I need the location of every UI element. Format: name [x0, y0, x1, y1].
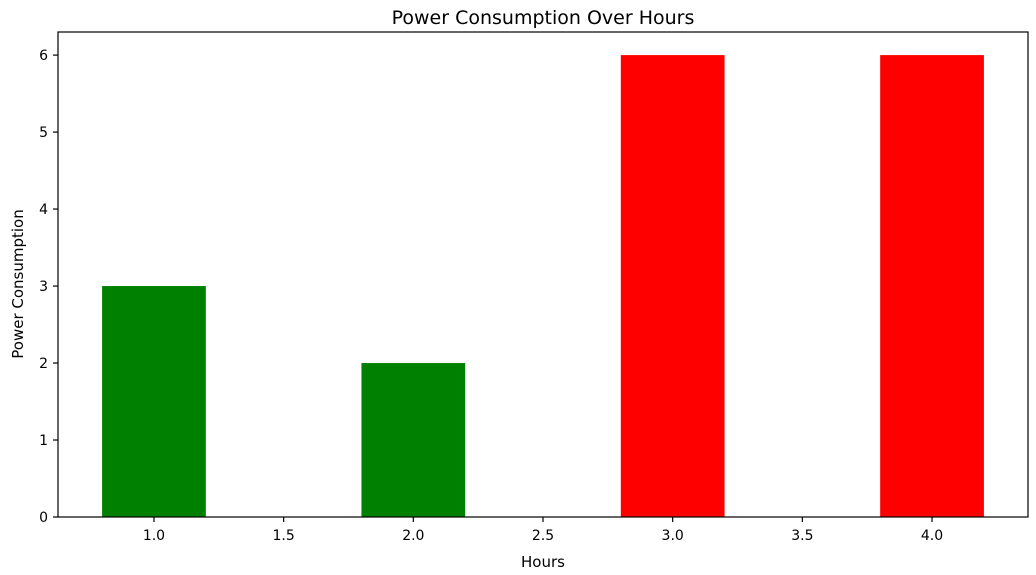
bars-group — [102, 55, 984, 517]
y-tick-label: 2 — [39, 356, 48, 372]
x-tick-label: 2.5 — [532, 528, 554, 544]
bar-hour-2 — [361, 363, 466, 517]
y-tick-label: 3 — [39, 279, 48, 295]
y-tick-label: 4 — [39, 202, 48, 218]
chart-title: Power Consumption Over Hours — [392, 7, 695, 29]
bar-hour-1 — [102, 286, 206, 517]
x-tick-label: 3.0 — [662, 528, 684, 544]
x-axis-label: Hours — [521, 553, 565, 571]
y-axis-label: Power Consumption — [9, 209, 27, 358]
x-axis-ticks: 1.0 1.5 2.0 2.5 3.0 3.5 4.0 — [143, 517, 943, 544]
x-tick-label: 1.5 — [273, 528, 295, 544]
y-tick-label: 5 — [39, 125, 48, 141]
y-tick-label: 0 — [39, 510, 48, 526]
x-tick-label: 1.0 — [143, 528, 165, 544]
x-tick-label: 4.0 — [921, 528, 943, 544]
y-tick-label: 1 — [39, 433, 48, 449]
y-tick-label: 6 — [39, 48, 48, 64]
x-tick-label: 3.5 — [791, 528, 813, 544]
x-tick-label: 2.0 — [402, 528, 424, 544]
bar-hour-4 — [880, 55, 984, 517]
y-axis-ticks: 0 1 2 3 4 5 6 — [39, 48, 58, 526]
bar-hour-3 — [620, 55, 725, 517]
